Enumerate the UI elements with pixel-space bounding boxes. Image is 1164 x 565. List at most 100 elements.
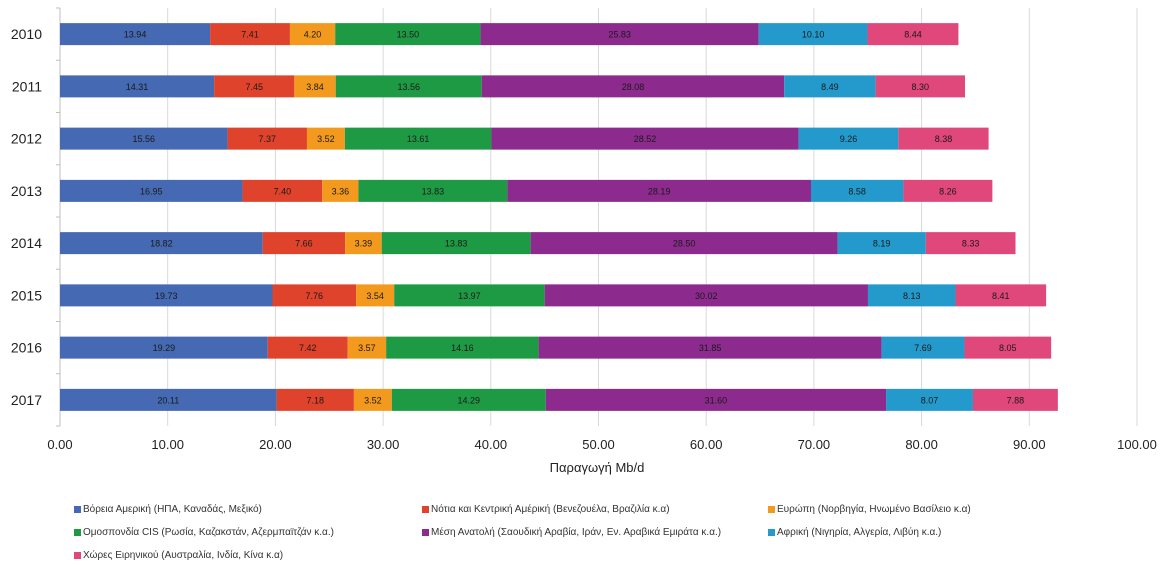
bar-value-label: 8.49 [821, 82, 839, 92]
legend-item: Αφρική (Νιγηρία, Αλγερία, Λιβύη κ.α.) [768, 527, 941, 538]
bar-segment [356, 284, 395, 307]
bar-value-label: 7.37 [259, 134, 277, 144]
legend-swatch [74, 552, 81, 559]
year-label: 2017 [11, 392, 42, 408]
legend-swatch [74, 506, 81, 513]
legend-item: Ομοσπονδία CIS (Ρωσία, Καζακστάν, Αζερμπ… [74, 527, 334, 538]
bar-value-label: 13.83 [445, 239, 468, 249]
bar-segment [507, 179, 811, 202]
bar-value-label: 4.20 [304, 30, 322, 40]
legend-swatch [422, 506, 429, 513]
bar-segment [544, 284, 868, 307]
bar-segment [60, 336, 268, 359]
x-tick-label: 100.00 [1117, 437, 1157, 452]
bar-value-label: 28.50 [673, 239, 696, 249]
bar-value-label: 3.52 [317, 134, 335, 144]
bar-value-label: 8.13 [903, 291, 921, 301]
bar-segment [481, 75, 785, 98]
x-tick-label: 10.00 [151, 437, 184, 452]
bar-value-label: 8.41 [992, 291, 1010, 301]
bar-segment [881, 336, 965, 359]
bar-segment [353, 388, 392, 411]
legend-label: Χώρες Ειρηνικού (Αυστραλία, Ινδία, Κίνα … [83, 550, 284, 561]
bar-value-label: 7.18 [306, 395, 324, 405]
bar-value-label: 18.82 [150, 239, 173, 249]
bar-segment [381, 232, 531, 255]
bar-segment [798, 127, 899, 150]
bar-value-label: 7.40 [274, 186, 292, 196]
bar-segment [867, 284, 956, 307]
bar-segment [545, 388, 887, 411]
bar-segment [903, 179, 993, 202]
legend-swatch [768, 506, 775, 513]
legend-item: Χώρες Ειρηνικού (Αυστραλία, Ινδία, Κίνα … [74, 550, 283, 561]
year-label: 2011 [12, 78, 42, 94]
x-tick-label: 90.00 [1013, 437, 1046, 452]
bar-stack-2012: 15.56 7.37 3.52 13.61 28.52 9.26 8.38 [60, 127, 989, 150]
bar-value-label: 8.30 [912, 82, 930, 92]
bar-segment [391, 388, 546, 411]
bar-segment [210, 23, 290, 46]
bar-value-label: 14.29 [458, 395, 481, 405]
legend-swatch [74, 529, 81, 536]
bar-segment [60, 23, 211, 46]
bar-stack-2011: 14.31 7.45 3.84 13.56 28.08 8.49 8.30 [60, 75, 966, 98]
bar-value-label: 3.57 [358, 343, 376, 353]
bar-value-label: 30.02 [695, 291, 718, 301]
year-label: 2012 [11, 131, 42, 147]
legend-swatch [768, 529, 775, 536]
bar-stack-2014: 18.82 7.66 3.39 13.83 28.50 8.19 8.33 [60, 232, 1016, 255]
bar-value-label: 14.16 [451, 343, 474, 353]
bar-value-label: 28.19 [648, 186, 671, 196]
bar-segment [347, 336, 387, 359]
bar-segment [358, 179, 508, 202]
bar-value-label: 20.11 [157, 395, 179, 405]
x-axis-tick-labels: 0.00 10.00 20.00 30.00 40.00 50.00 60.00 70.00 8… [47, 437, 1157, 452]
bar-value-label: 3.52 [364, 395, 382, 405]
bar-segment [60, 388, 277, 411]
legend-label: Ομοσπονδία CIS (Ρωσία, Καζακστάν, Αζερμπ… [83, 527, 334, 538]
bar-value-label: 15.56 [133, 134, 156, 144]
year-label: 2014 [11, 235, 42, 251]
bar-value-label: 28.52 [634, 134, 657, 144]
bar-segment [214, 75, 295, 98]
bar-segment [837, 232, 926, 255]
legend-label: Ευρώπη (Νορβηγία, Ηνωμένο Βασίλειο κ.α) [777, 504, 971, 515]
bar-value-label: 31.85 [699, 343, 722, 353]
bar-segment [964, 336, 1052, 359]
bar-stack-2016: 19.29 7.42 3.57 14.16 31.85 7.69 8.05 [60, 336, 1052, 359]
bar-value-label: 31.60 [705, 395, 728, 405]
legend-item: Βόρεια Αμερική (ΗΠΑ, Καναδάς, Μεξικό) [74, 504, 262, 515]
x-tick-label: 0.00 [47, 437, 72, 452]
bar-value-label: 13.56 [397, 82, 420, 92]
bar-value-label: 3.54 [366, 291, 384, 301]
legend-item: Ευρώπη (Νορβηγία, Ηνωμένο Βασίλειο κ.α) [768, 504, 971, 515]
bar-value-label: 13.61 [407, 134, 430, 144]
bar-stack-2017: 20.11 7.18 3.52 14.29 31.60 8.07 7.88 [60, 388, 1058, 411]
x-tick-label: 50.00 [582, 437, 615, 452]
bar-segment [335, 23, 481, 46]
bar-segment [60, 179, 243, 202]
x-tick-label: 40.00 [475, 437, 508, 452]
production-stacked-bar-chart: 13.94 7.41 4.20 13.50 25.83 10.10 8.44 14.31 7.4… [11, 7, 1157, 475]
bar-value-label: 7.66 [295, 239, 313, 249]
legend-item: Μέση Ανατολή (Σαουδική Αραβία, Ιράν, Εν.… [422, 527, 721, 538]
bar-value-label: 13.50 [397, 30, 420, 40]
bar-value-label: 7.88 [1007, 395, 1025, 405]
bar-value-label: 8.58 [848, 186, 866, 196]
bar-value-label: 14.31 [126, 82, 149, 92]
bar-value-label: 7.42 [299, 343, 317, 353]
legend-label: Αφρική (Νιγηρία, Αλγερία, Λιβύη κ.α.) [777, 527, 942, 538]
bar-stack-2013: 16.95 7.40 3.36 13.83 28.19 8.58 8.26 [60, 179, 993, 202]
bar-value-label: 13.83 [422, 186, 445, 196]
bar-value-label: 8.38 [935, 134, 953, 144]
legend-item: Νότια και Κεντρική Αμέρική (Βενεζουέλα, … [422, 504, 670, 515]
legend-label: Βόρεια Αμερική (ΗΠΑ, Καναδάς, Μεξικό) [83, 504, 262, 515]
bar-value-label: 7.45 [245, 82, 263, 92]
bar-value-label: 25.83 [608, 30, 631, 40]
bar-segment [267, 336, 348, 359]
bar-value-label: 7.76 [306, 291, 324, 301]
bar-segment [60, 75, 215, 98]
bar-segment [480, 23, 759, 46]
bar-segment [322, 179, 359, 202]
